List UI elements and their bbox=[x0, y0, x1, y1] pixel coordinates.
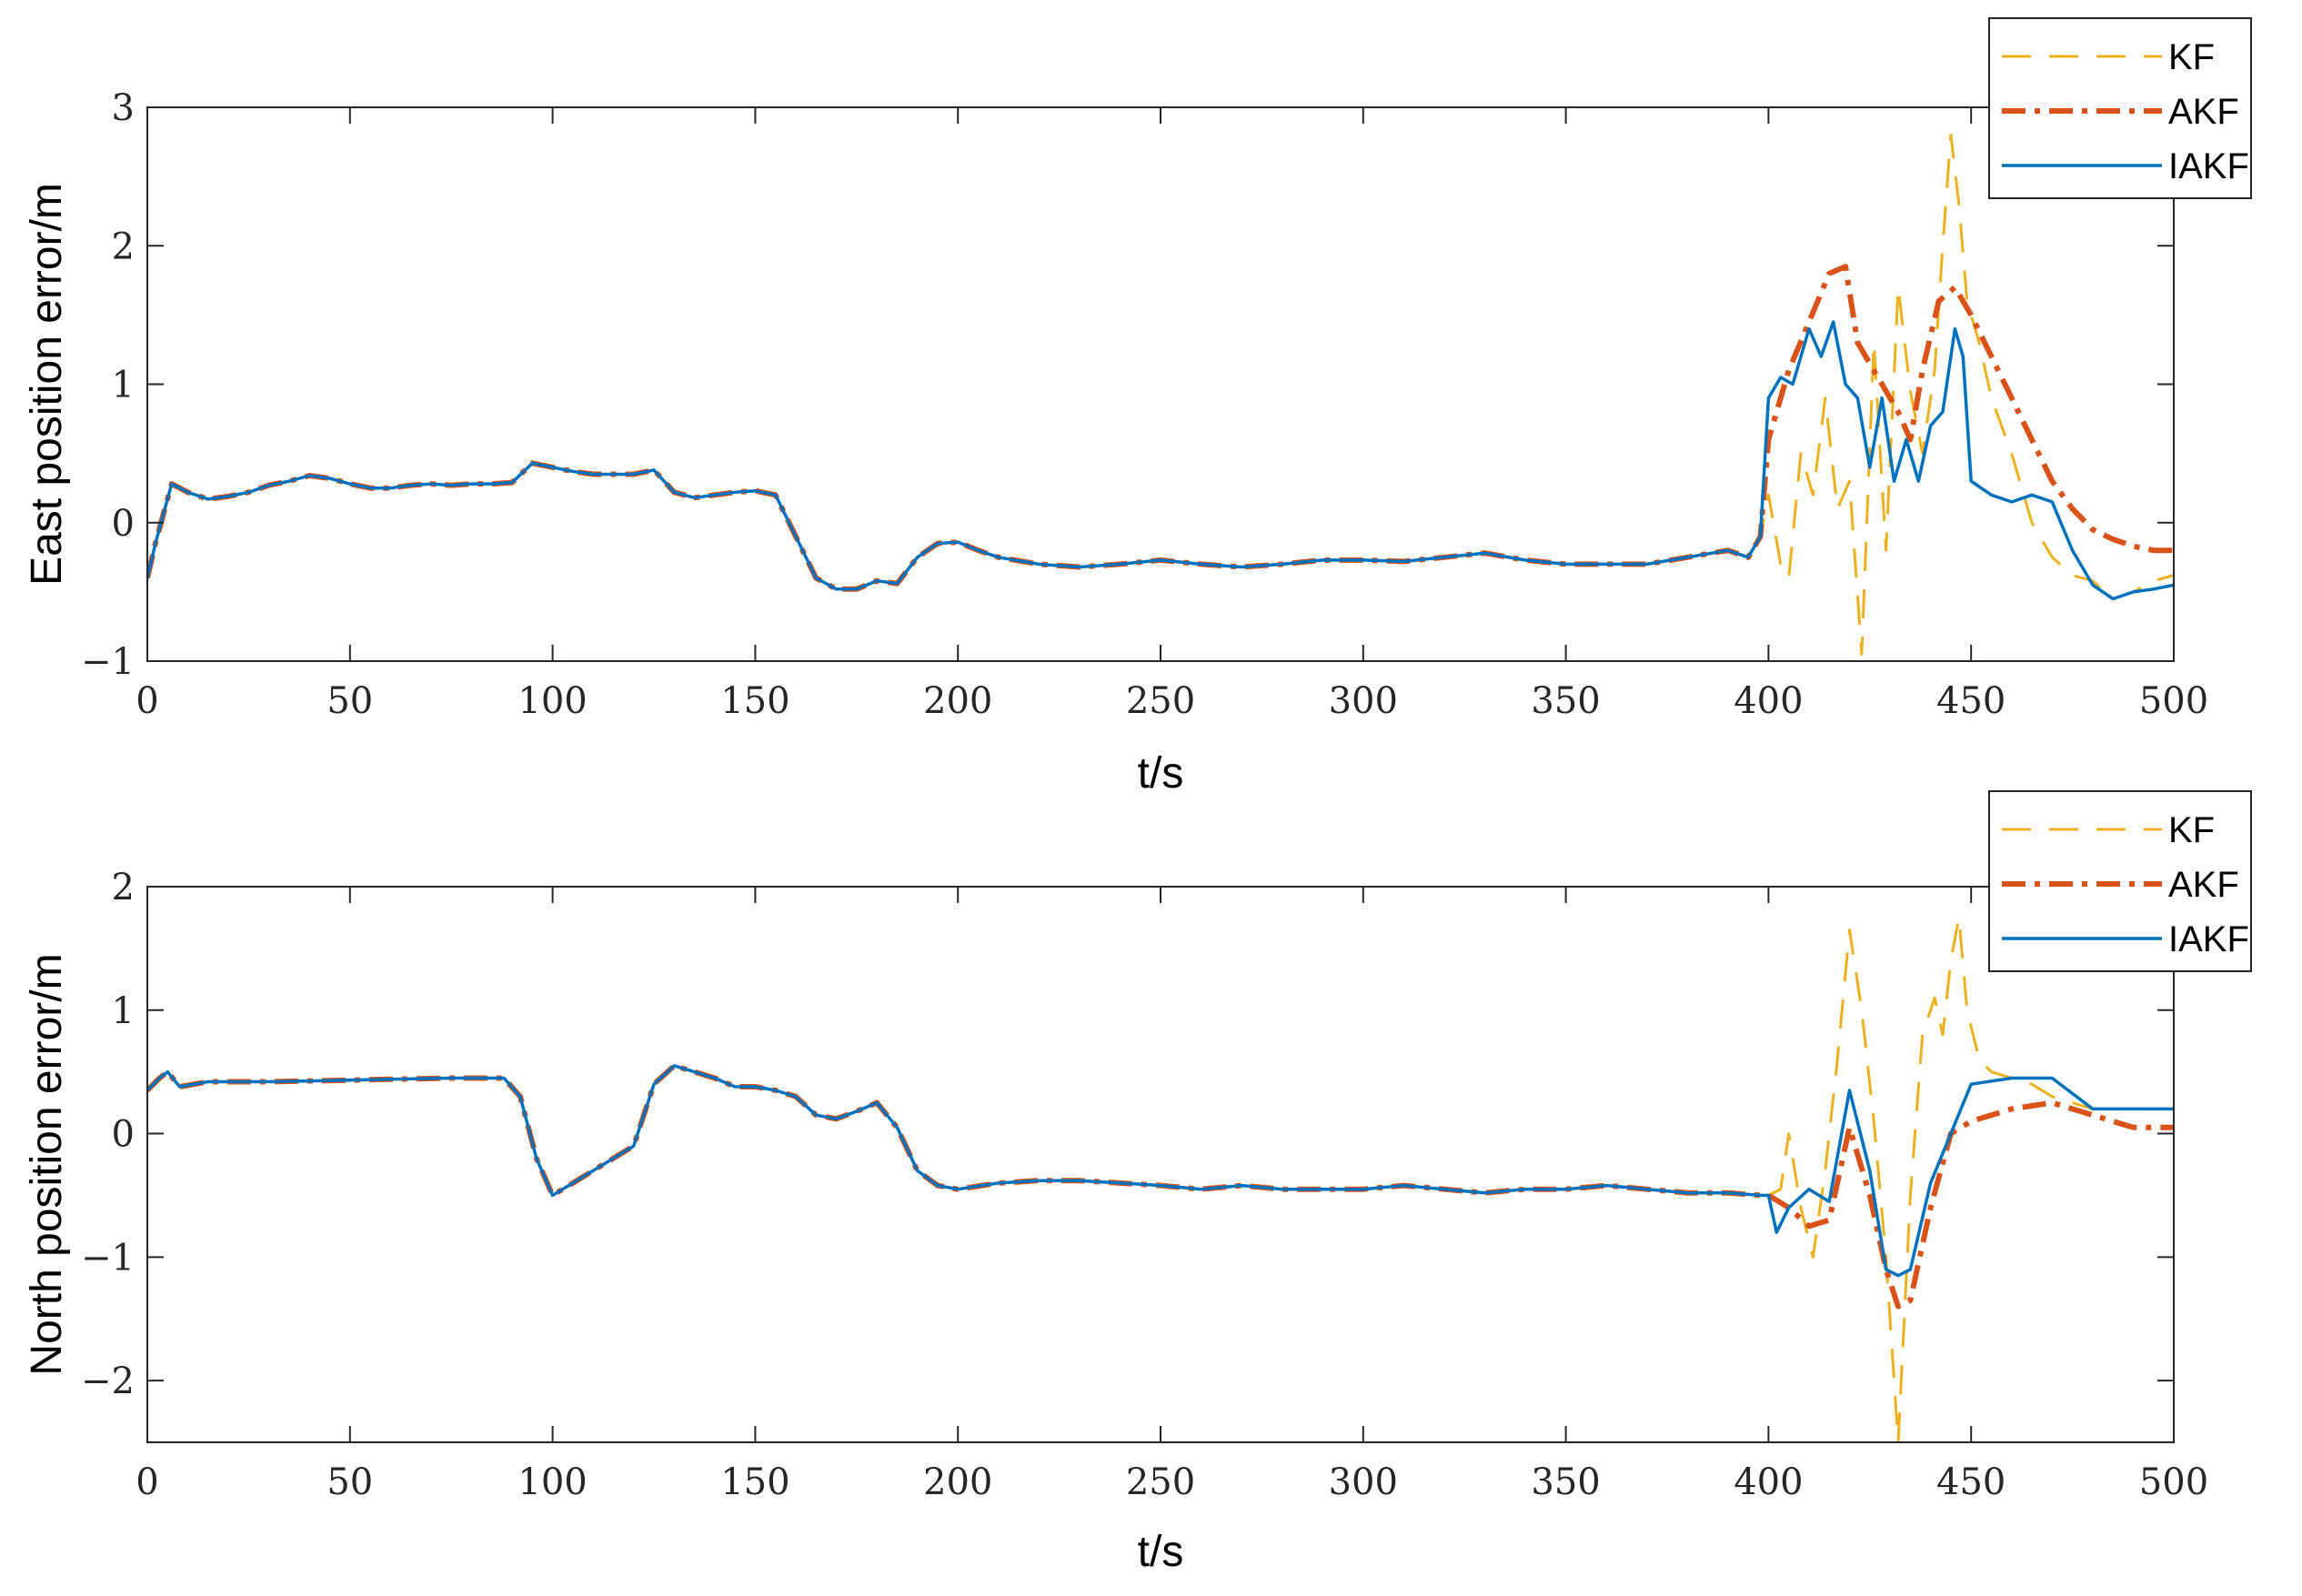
legend: KF AKF IAKF bbox=[1988, 790, 2252, 972]
legend: KF AKF IAKF bbox=[1988, 17, 2252, 199]
east-position-error-chart: 0 50 100 150 200 250 300 350 400 450 500−10123t/sE… bbox=[23, 17, 2252, 798]
series-group bbox=[147, 916, 2174, 1442]
y-axis-label: North position error/m bbox=[23, 953, 71, 1375]
y-tick-label: 2 bbox=[112, 867, 135, 908]
x-tick-label: 0 bbox=[136, 1461, 158, 1503]
x-tick-label: 200 bbox=[923, 680, 992, 722]
x-tick-label: 150 bbox=[720, 680, 789, 722]
x-axis-label: t/s bbox=[1138, 749, 1184, 798]
series-line-iakf bbox=[147, 320, 2174, 601]
x-tick-label: 0 bbox=[136, 680, 158, 722]
north-position-error-chart: 0 50 100 150 200 250 300 350 400 450 500 −2 −1 0 1 2 t/s… bbox=[23, 790, 2252, 1576]
y-tick-label: 3 bbox=[112, 87, 135, 129]
x-tick-label: 100 bbox=[518, 1461, 587, 1503]
legend-label-akf: AKF bbox=[2168, 92, 2239, 132]
x-tick-label: 150 bbox=[720, 1461, 789, 1503]
plot-area-frame bbox=[146, 106, 2175, 662]
x-tick-label: 300 bbox=[1329, 680, 1398, 722]
legend-label-kf: KF bbox=[2168, 37, 2215, 77]
y-tick-label: 2 bbox=[112, 226, 135, 267]
x-tick-label: 400 bbox=[1734, 680, 1803, 722]
x-tick-label: 300 bbox=[1329, 1461, 1398, 1503]
series-group bbox=[147, 134, 2174, 656]
x-tick-label: 450 bbox=[1936, 680, 2005, 722]
x-tick-label: 100 bbox=[518, 680, 587, 722]
y-tick-label: 0 bbox=[112, 503, 135, 545]
x-tick-label: 50 bbox=[327, 1461, 373, 1503]
x-tick-label: 450 bbox=[1936, 1461, 2005, 1503]
y-axis-label: East position error/m bbox=[23, 183, 71, 586]
y-tick-label: −2 bbox=[81, 1360, 135, 1402]
legend-label-iakf: IAKF bbox=[2168, 146, 2249, 186]
x-tick-label: 250 bbox=[1126, 680, 1195, 722]
x-axis-label: t/s bbox=[1138, 1528, 1184, 1576]
x-tick-label: 500 bbox=[2139, 1461, 2208, 1503]
series-line-iakf bbox=[147, 1064, 2174, 1278]
x-tick-label: 250 bbox=[1126, 1461, 1195, 1503]
x-tick-label: 400 bbox=[1734, 1461, 1803, 1503]
y-tick-label: 1 bbox=[112, 990, 135, 1032]
y-tick-label: −1 bbox=[81, 1237, 135, 1279]
x-tick-label: 350 bbox=[1531, 680, 1600, 722]
y-tick-label: 0 bbox=[112, 1114, 135, 1156]
legend-label-iakf: IAKF bbox=[2168, 919, 2249, 959]
legend-label-kf: KF bbox=[2168, 810, 2215, 850]
y-tick-label: 1 bbox=[112, 365, 135, 407]
x-tick-label: 500 bbox=[2139, 680, 2208, 722]
legend-label-akf: AKF bbox=[2168, 865, 2239, 905]
x-tick-label: 200 bbox=[923, 1461, 992, 1503]
x-tick-label: 350 bbox=[1531, 1461, 1600, 1503]
x-tick-label: 50 bbox=[327, 680, 373, 722]
series-line-kf bbox=[147, 134, 2174, 656]
y-tick-label: −1 bbox=[81, 641, 135, 683]
